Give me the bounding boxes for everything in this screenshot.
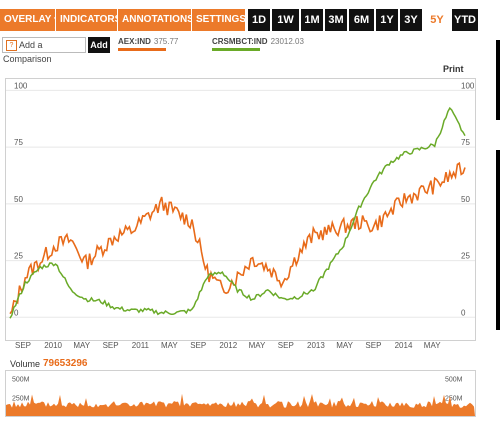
help-icon[interactable]: ? xyxy=(6,40,17,52)
series-line-aex xyxy=(9,161,466,315)
volume-value: 79653296 xyxy=(43,358,88,369)
volume-area xyxy=(6,393,475,416)
range-1m-button[interactable]: 1M xyxy=(301,9,323,31)
range-1y-button[interactable]: 1Y xyxy=(376,9,398,31)
x-tick-label: 2012 xyxy=(219,341,238,350)
volume-tick-label: 250M xyxy=(12,395,30,402)
x-tick-label: 2014 xyxy=(394,341,413,350)
legend-aex-value: 375.77 xyxy=(153,37,179,46)
volume-tick-label: 500M xyxy=(12,377,30,384)
range-6m-button[interactable]: 6M xyxy=(349,9,374,31)
y-tick-label: 25 xyxy=(461,252,470,261)
x-tick-label: MAY xyxy=(423,341,441,350)
x-tick-label: 2011 xyxy=(131,341,149,350)
volume-tick-label: 250M xyxy=(445,395,463,402)
x-tick-label: MAY xyxy=(161,341,178,350)
indicators-menu-label: INDICATORS xyxy=(60,14,118,25)
legend-aex: AEX:IND 375.77 xyxy=(118,37,178,47)
volume-chart: 500M 500M 250M 250M xyxy=(6,377,475,416)
price-chart[interactable]: 0 0 25 25 50 50 75 75 100 100 xyxy=(6,79,475,340)
x-tick-label: SEP xyxy=(277,341,294,350)
y-tick-label: 50 xyxy=(14,195,23,204)
x-tick-label: MAY xyxy=(248,341,266,350)
price-panel: 0 0 25 25 50 50 75 75 100 100 xyxy=(5,78,476,341)
volume-label: Volume xyxy=(10,359,41,369)
x-tick-label: SEP xyxy=(102,341,119,350)
y-tick-label: 75 xyxy=(14,138,23,147)
y-tick-label: 50 xyxy=(461,195,470,204)
range-1w-button[interactable]: 1W xyxy=(272,9,299,31)
x-tick-label: MAY xyxy=(73,341,91,350)
x-tick-label: 2013 xyxy=(307,341,325,350)
annotations-menu-button[interactable]: ANNOTATIONS▼ xyxy=(118,9,192,31)
legend-aex-swatch xyxy=(118,48,166,51)
comparison-input[interactable]: ? Add a Comparison xyxy=(2,37,86,64)
y-tick-label: 75 xyxy=(461,138,470,147)
indicators-menu-button[interactable]: INDICATORS▼ xyxy=(56,9,118,31)
y-tick-label: 100 xyxy=(461,81,475,90)
print-button[interactable]: Print xyxy=(443,64,464,74)
range-1d-button[interactable]: 1D xyxy=(248,9,270,31)
overlay-menu-label: OVERLAY xyxy=(4,14,52,25)
range-5y-button[interactable]: 5Y xyxy=(424,9,450,31)
x-tick-label: SEP xyxy=(15,341,32,350)
y-tick-label: 0 xyxy=(461,308,466,317)
add-comparison-button[interactable]: Add xyxy=(88,37,110,53)
x-tick-label: SEP xyxy=(190,341,207,350)
legend-crsmbct-label: CRSMBCT:IND xyxy=(212,37,268,46)
legend-crsmbct-value: 23012.03 xyxy=(270,37,304,46)
y-tick-label: 100 xyxy=(14,81,28,90)
volume-panel: 500M 500M 250M 250M xyxy=(5,370,476,417)
chevron-down-icon: ▼ xyxy=(52,15,55,24)
chart-toolbar: OVERLAY▼ INDICATORS▼ ANNOTATIONS▼ SETTIN… xyxy=(0,9,478,31)
volume-tick-label: 500M xyxy=(445,377,463,384)
right-edge-panel xyxy=(496,40,500,120)
right-edge-panel-lower xyxy=(496,150,500,330)
annotations-menu-label: ANNOTATIONS xyxy=(122,14,192,25)
series-line-crsmbct xyxy=(9,106,466,319)
x-tick-label: MAY xyxy=(336,341,353,350)
x-tick-label: 2010 xyxy=(44,341,62,350)
range-ytd-button[interactable]: YTD xyxy=(452,9,478,31)
settings-menu-button[interactable]: SETTINGS▼ xyxy=(192,9,246,31)
y-tick-label: 0 xyxy=(14,308,19,317)
comparison-placeholder: Add a Comparison xyxy=(3,40,52,64)
legend-crsmbct-swatch xyxy=(212,48,260,51)
range-3m-button[interactable]: 3M xyxy=(325,9,347,31)
range-3y-button[interactable]: 3Y xyxy=(400,9,422,31)
overlay-menu-button[interactable]: OVERLAY▼ xyxy=(0,9,56,31)
y-tick-label: 25 xyxy=(14,252,23,261)
x-tick-label: SEP xyxy=(365,341,382,350)
settings-menu-label: SETTINGS xyxy=(196,14,246,25)
legend-crsmbct: CRSMBCT:IND 23012.03 xyxy=(212,37,304,47)
legend-aex-label: AEX:IND xyxy=(118,37,151,46)
